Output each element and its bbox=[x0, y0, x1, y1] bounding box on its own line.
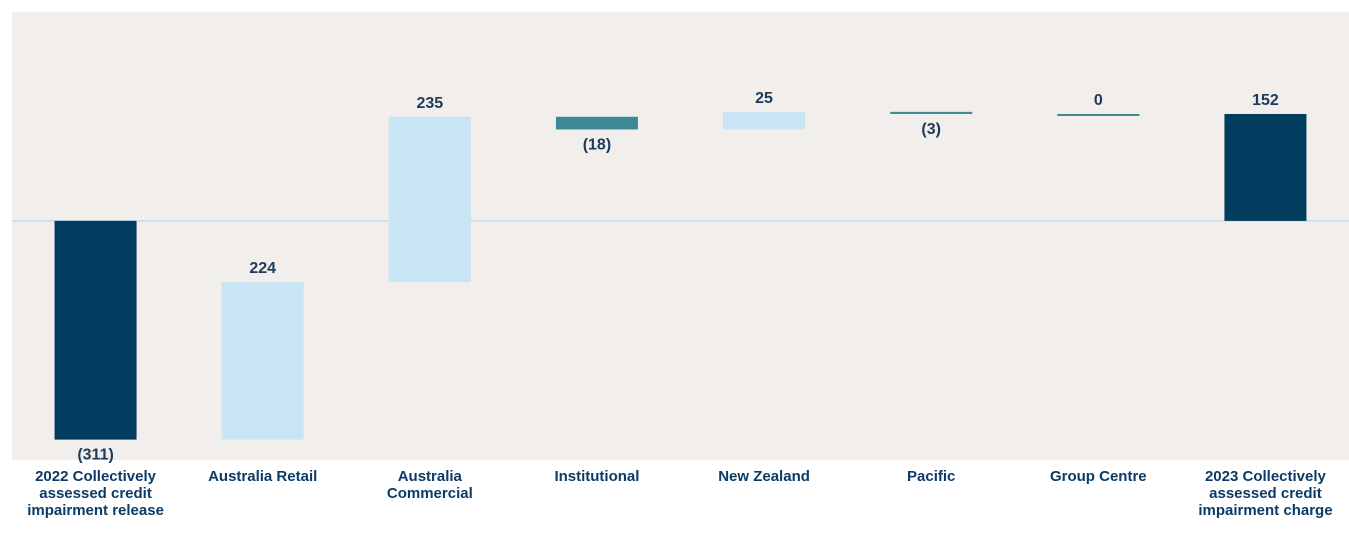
bar bbox=[723, 111, 806, 130]
value-label: (3) bbox=[921, 121, 941, 138]
value-label: (311) bbox=[77, 447, 113, 464]
bar bbox=[221, 282, 304, 440]
category-label: New Zealand bbox=[718, 468, 810, 485]
bar bbox=[1224, 113, 1307, 221]
bar bbox=[555, 116, 638, 130]
value-label: 224 bbox=[249, 260, 276, 277]
category-label: 2022 Collectively assessed credit impair… bbox=[27, 468, 164, 519]
category-label: Group Centre bbox=[1049, 468, 1147, 485]
category-label: Pacific bbox=[907, 468, 956, 485]
plot-background bbox=[12, 12, 1349, 460]
category-label: Institutional bbox=[554, 468, 640, 485]
bar bbox=[54, 220, 137, 440]
category-label: 2023 Collectively assessed credit impair… bbox=[1198, 468, 1333, 519]
value-label: 0 bbox=[1094, 92, 1103, 109]
value-label: 25 bbox=[755, 90, 773, 107]
value-label: 152 bbox=[1252, 92, 1279, 109]
value-label: 235 bbox=[416, 95, 443, 112]
bar bbox=[1057, 113, 1140, 116]
bar bbox=[890, 111, 973, 114]
category-label: Australia Retail bbox=[208, 468, 318, 485]
bar bbox=[388, 116, 471, 283]
value-label: (18) bbox=[583, 136, 611, 153]
category-label: Australia Commercial bbox=[386, 468, 473, 502]
